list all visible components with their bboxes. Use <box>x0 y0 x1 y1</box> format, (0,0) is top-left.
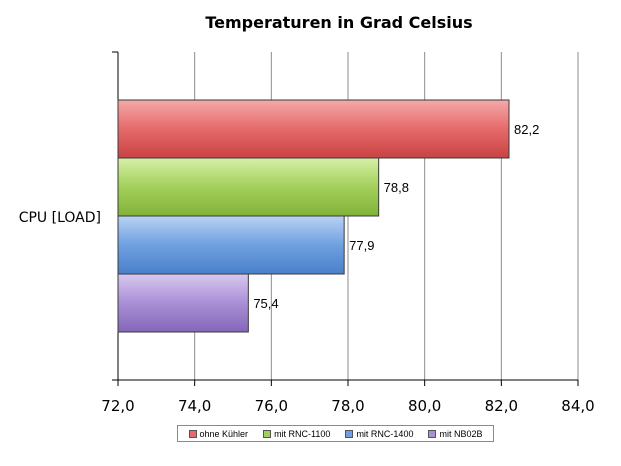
x-tick-labels: 72,0 74,0 76,0 78,0 80,0 82,0 84,0 <box>101 397 594 415</box>
bar <box>117 215 345 275</box>
category-label: CPU [LOAD] <box>19 210 101 226</box>
legend-item: mit RNC-1100 <box>263 429 330 439</box>
data-label: 75,4 <box>253 296 278 311</box>
bar <box>117 157 380 217</box>
legend-item: ohne Kühler <box>188 428 249 439</box>
legend-label: mit RNC-1400 <box>356 428 414 439</box>
legend-label: mit RNC-1100 <box>274 428 331 439</box>
data-label: 78,8 <box>384 180 409 195</box>
bars <box>117 99 510 333</box>
chart-title: Temperaturen in Grad Celsius <box>205 13 472 32</box>
legend-swatch-nb02b <box>428 429 437 438</box>
data-labels: 82,2 78,8 77,9 75,4 <box>253 122 539 311</box>
bar <box>117 273 249 333</box>
x-tick-label: 78,0 <box>331 397 364 415</box>
legend-item: mit RNC-1400 <box>345 429 413 439</box>
x-tick-label: 82,0 <box>485 397 518 415</box>
legend-swatch-rnc-1100 <box>263 429 272 438</box>
data-label: 77,9 <box>349 238 374 253</box>
x-tick-label: 74,0 <box>178 397 211 415</box>
legend-swatch-ohne-kuehler <box>188 429 197 438</box>
legend-label: mit NB02B <box>439 428 483 439</box>
legend-label: ohne Kühler <box>199 428 249 439</box>
x-tick-label: 72,0 <box>101 397 134 415</box>
legend: ohne Kühler mit RNC-1100 mit RNC-1400 mi… <box>177 425 494 442</box>
x-tick-label: 84,0 <box>561 397 594 415</box>
data-label: 82,2 <box>514 122 539 137</box>
legend-swatch-rnc-1400 <box>345 429 354 438</box>
bar <box>117 99 510 159</box>
x-tick-label: 80,0 <box>408 397 441 415</box>
x-tick-label: 76,0 <box>255 397 288 415</box>
legend-item: mit NB02B <box>428 429 482 439</box>
